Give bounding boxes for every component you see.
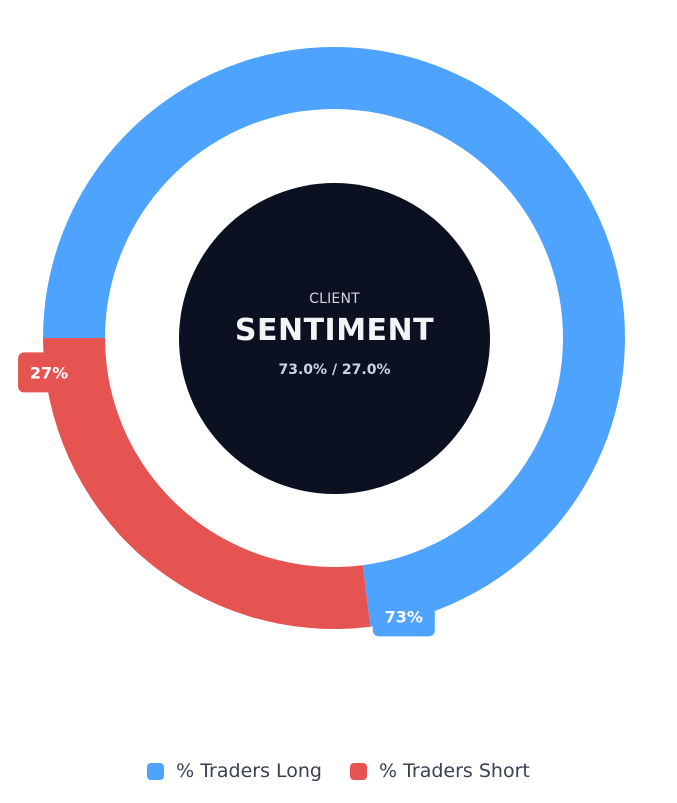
data-label-bg-short: [18, 352, 81, 393]
data-label-text-short: 27%: [30, 363, 68, 382]
data-label-long: 73%: [372, 596, 435, 637]
center-title: SENTIMENT: [234, 313, 435, 348]
data-label-text-long: 73%: [385, 607, 423, 626]
center-label: CLIENT: [309, 291, 360, 307]
legend-item-long[interactable]: % Traders Long: [147, 760, 322, 782]
legend: % Traders Long % Traders Short: [0, 760, 677, 782]
data-label-bg-long: [372, 596, 435, 637]
data-label-short: 27%: [18, 352, 81, 393]
legend-label-short: % Traders Short: [378, 760, 530, 782]
center-ratio: 73.0% / 27.0%: [278, 362, 391, 378]
data-labels-layer: 73% 27%: [18, 352, 435, 637]
legend-swatch-short: [349, 762, 367, 780]
legend-label-long: % Traders Long: [176, 760, 322, 782]
center-panel: CLIENT SENTIMENT 73.0% / 27.0%: [179, 183, 490, 494]
legend-item-short[interactable]: % Traders Short: [349, 760, 530, 782]
legend-swatch-long: [147, 762, 165, 780]
